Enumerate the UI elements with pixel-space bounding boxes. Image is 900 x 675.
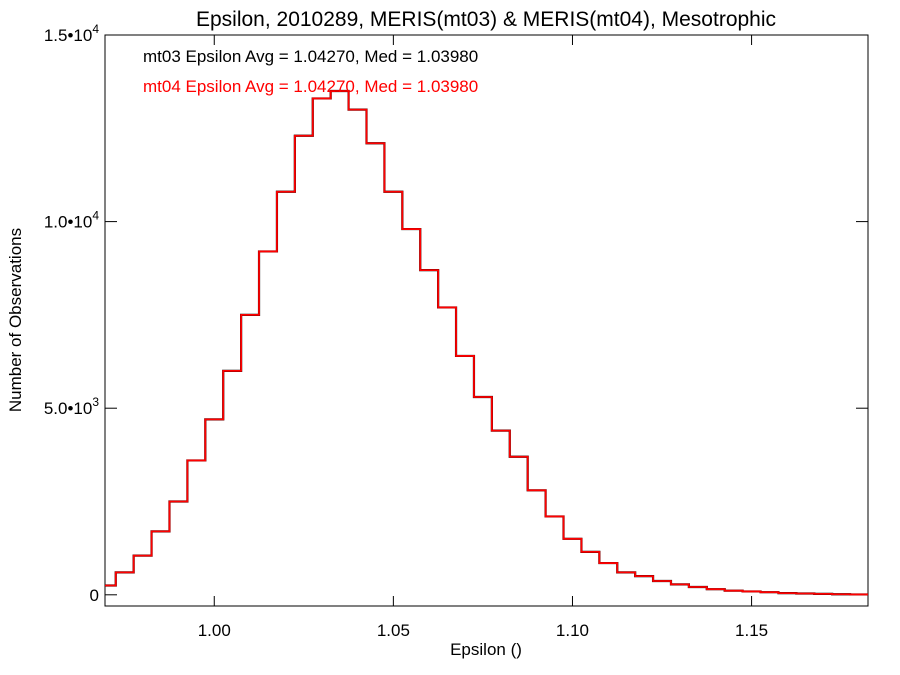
series-layer xyxy=(105,89,868,596)
y-tick-mantissa: 0 xyxy=(90,586,99,605)
annotation-mt03: mt03 Epsilon Avg = 1.04270, Med = 1.0398… xyxy=(143,47,478,66)
x-tick-label: 1.00 xyxy=(198,621,231,640)
x-axis-label: Epsilon () xyxy=(450,640,522,659)
y-tick-mantissa: 5.0•10 xyxy=(44,399,93,418)
annotation-mt04: mt04 Epsilon Avg = 1.04270, Med = 1.0398… xyxy=(143,77,478,96)
y-tick-exponent: 4 xyxy=(92,22,99,36)
x-axis-ticks: 1.00 1.05 1.10 1.15 xyxy=(198,35,768,640)
chart-title: Epsilon, 2010289, MERIS(mt03) & MERIS(mt… xyxy=(196,8,776,31)
y-tick-label: 1.0•104 xyxy=(44,209,100,232)
x-tick-label: 1.15 xyxy=(735,621,768,640)
x-tick-label: 1.10 xyxy=(556,621,589,640)
y-tick-exponent: 3 xyxy=(92,395,99,409)
x-tick-label: 1.05 xyxy=(377,621,410,640)
series-line-mt04 xyxy=(105,90,868,596)
y-tick-mantissa: 1.0•10 xyxy=(44,213,93,232)
y-tick-label: 1.5•104 xyxy=(44,22,100,45)
y-tick-exponent: 4 xyxy=(92,209,99,223)
plot-frame xyxy=(104,34,869,607)
y-tick-label: 5.0•103 xyxy=(44,395,100,418)
y-axis-label: Number of Observations xyxy=(6,228,25,412)
y-tick-mantissa: 1.5•10 xyxy=(44,26,93,45)
series-line-mt03 xyxy=(105,89,868,596)
y-tick-label: 0 xyxy=(90,586,99,605)
